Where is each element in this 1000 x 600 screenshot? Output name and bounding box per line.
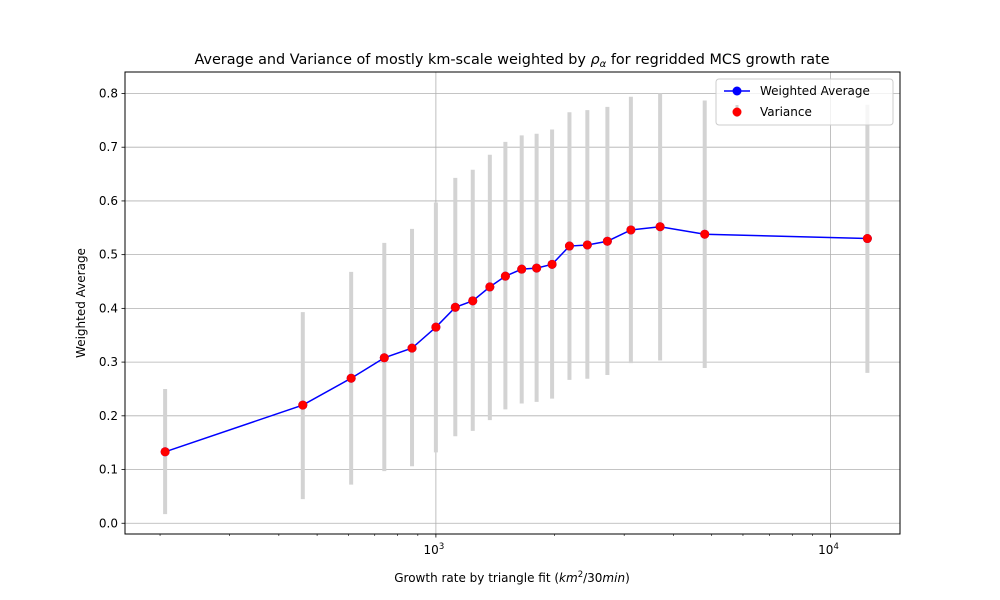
legend-box	[715, 78, 894, 126]
y-tick-label: 0.8	[99, 86, 118, 100]
variance-point	[655, 222, 665, 232]
variance-point	[547, 259, 557, 269]
legend-variance-marker	[732, 107, 742, 117]
y-tick-label: 0.4	[99, 301, 118, 315]
variance-point	[602, 236, 612, 246]
variance-point	[862, 234, 872, 244]
y-axis-label: Weighted Average	[74, 248, 88, 358]
variance-point	[582, 240, 592, 250]
variance-point	[346, 373, 356, 383]
chart-title: Average and Variance of mostly km-scale …	[194, 52, 829, 70]
variance-point	[532, 263, 542, 273]
y-tick-label: 0.3	[99, 355, 118, 369]
variance-point	[468, 296, 478, 306]
x-tick-label: 104	[818, 542, 839, 557]
y-tick-label: 0.2	[99, 409, 118, 423]
y-tick-label: 0.5	[99, 248, 118, 262]
variance-point	[626, 225, 636, 235]
legend: Weighted Average Variance	[715, 78, 894, 126]
variance-point	[298, 400, 308, 410]
variance-point	[500, 271, 510, 281]
legend-label-variance: Variance	[760, 105, 812, 119]
variance-point	[160, 447, 170, 457]
legend-line-marker	[732, 86, 742, 96]
variance-point	[431, 322, 441, 332]
variance-point	[517, 264, 527, 274]
plot-frame	[124, 71, 901, 535]
y-tick-label: 0.6	[99, 194, 118, 208]
variance-point	[485, 282, 495, 292]
variance-point	[564, 241, 574, 251]
x-tick-label: 103	[424, 542, 445, 557]
y-tick-label: 0.7	[99, 140, 118, 154]
legend-label-weighted-average: Weighted Average	[760, 84, 870, 98]
variance-point	[450, 302, 460, 312]
variance-markers	[160, 222, 872, 457]
x-axis-label: Growth rate by triangle fit (km2/30min)	[394, 570, 630, 585]
variance-point	[379, 353, 389, 363]
variance-point	[407, 343, 417, 353]
y-tick-label: 0.1	[99, 463, 118, 477]
tick-layer: 0.0 0.1 0.2 0.3 0.4 0.5 0.6 0.7 0.8 103 104	[99, 86, 839, 557]
variance-point	[700, 229, 710, 239]
y-tick-label: 0.0	[99, 516, 118, 530]
